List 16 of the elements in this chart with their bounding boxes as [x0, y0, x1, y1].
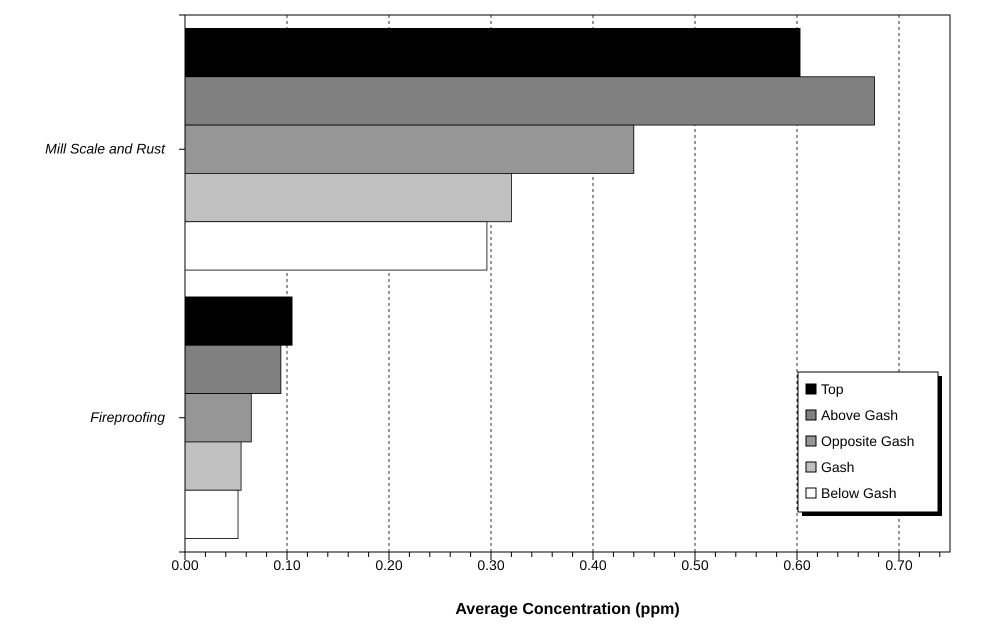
legend-label: Gash	[821, 459, 854, 475]
x-tick-label: 0.60	[783, 556, 811, 573]
x-tick-label: 0.70	[885, 556, 913, 573]
x-tick-label: 0.10	[273, 556, 301, 573]
x-tick-label: 0.40	[579, 556, 607, 573]
x-tick-label: 0.20	[375, 556, 403, 573]
legend-label: Below Gash	[821, 485, 896, 501]
legend-label: Opposite Gash	[821, 433, 914, 449]
x-tick-label: 0.30	[477, 556, 505, 573]
y-tick-label: Mill Scale and Rust	[45, 140, 166, 157]
x-tick-label: 0.50	[681, 556, 709, 573]
y-tick-label: Fireproofing	[90, 409, 166, 426]
x-axis-title: Average Concentration (ppm)	[455, 601, 680, 618]
legend-label: Top	[821, 381, 844, 397]
legend-label: Above Gash	[821, 407, 898, 423]
x-tick-label: 0.00	[171, 556, 199, 573]
